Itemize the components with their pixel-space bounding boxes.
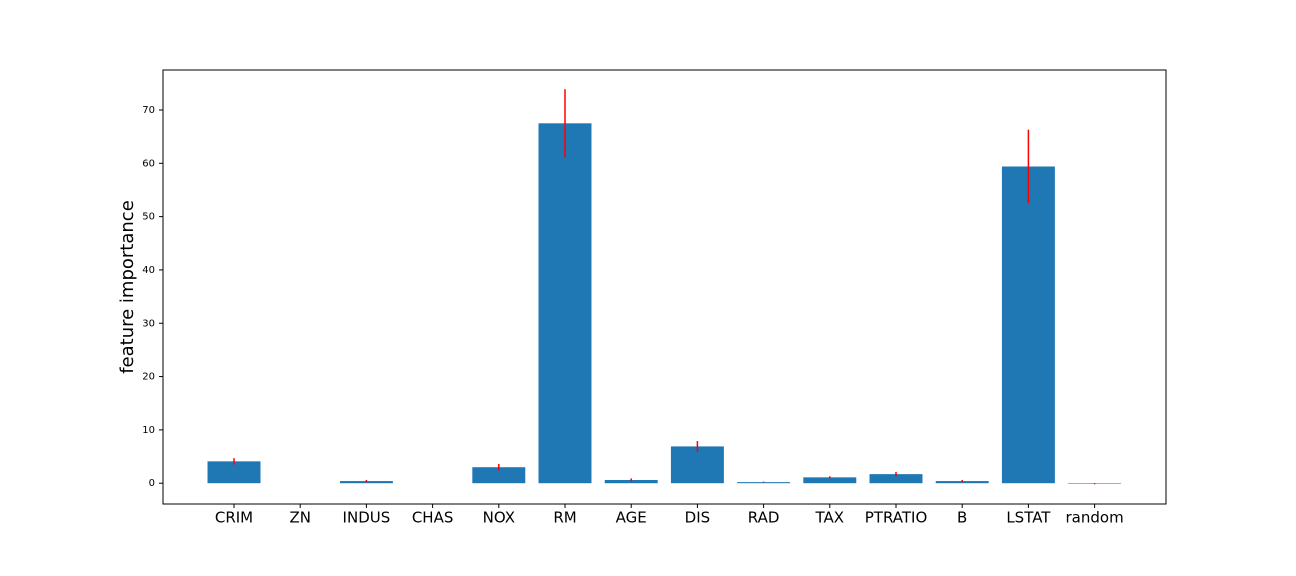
plot-frame [162,69,1167,505]
x-tick-label: NOX [483,509,515,527]
bar [472,467,526,484]
x-tick-label: RM [553,509,576,527]
bar [670,446,724,484]
bar [538,123,592,484]
bar [1001,166,1055,484]
y-tick-label: 50 [142,212,155,223]
x-tick-label: RAD [748,509,780,527]
x-tick-label: INDUS [343,509,391,527]
x-tick-label: LSTAT [1006,509,1051,527]
x-tick-label: TAX [815,509,845,527]
x-tick-label: AGE [616,509,647,527]
y-tick-label: 0 [149,478,155,489]
y-tick-label: 70 [142,105,155,116]
y-tick-label: 60 [142,158,155,169]
x-tick-label: CHAS [412,509,454,527]
bar [869,474,923,484]
x-tick-label: ZN [289,509,311,527]
x-tick-label: DIS [685,509,711,527]
y-axis-label: feature importance [117,200,138,374]
y-tick-label: 10 [142,425,155,436]
x-tick-label: PTRATIO [865,509,928,527]
x-tick-label: CRIM [215,509,253,527]
y-tick-label: 20 [142,372,155,383]
y-tick-label: 30 [142,318,155,329]
x-tick-label: B [957,509,967,527]
x-tick-label: random [1066,509,1124,527]
y-tick-label: 40 [142,265,155,276]
bar [207,461,261,484]
bar [803,477,857,484]
